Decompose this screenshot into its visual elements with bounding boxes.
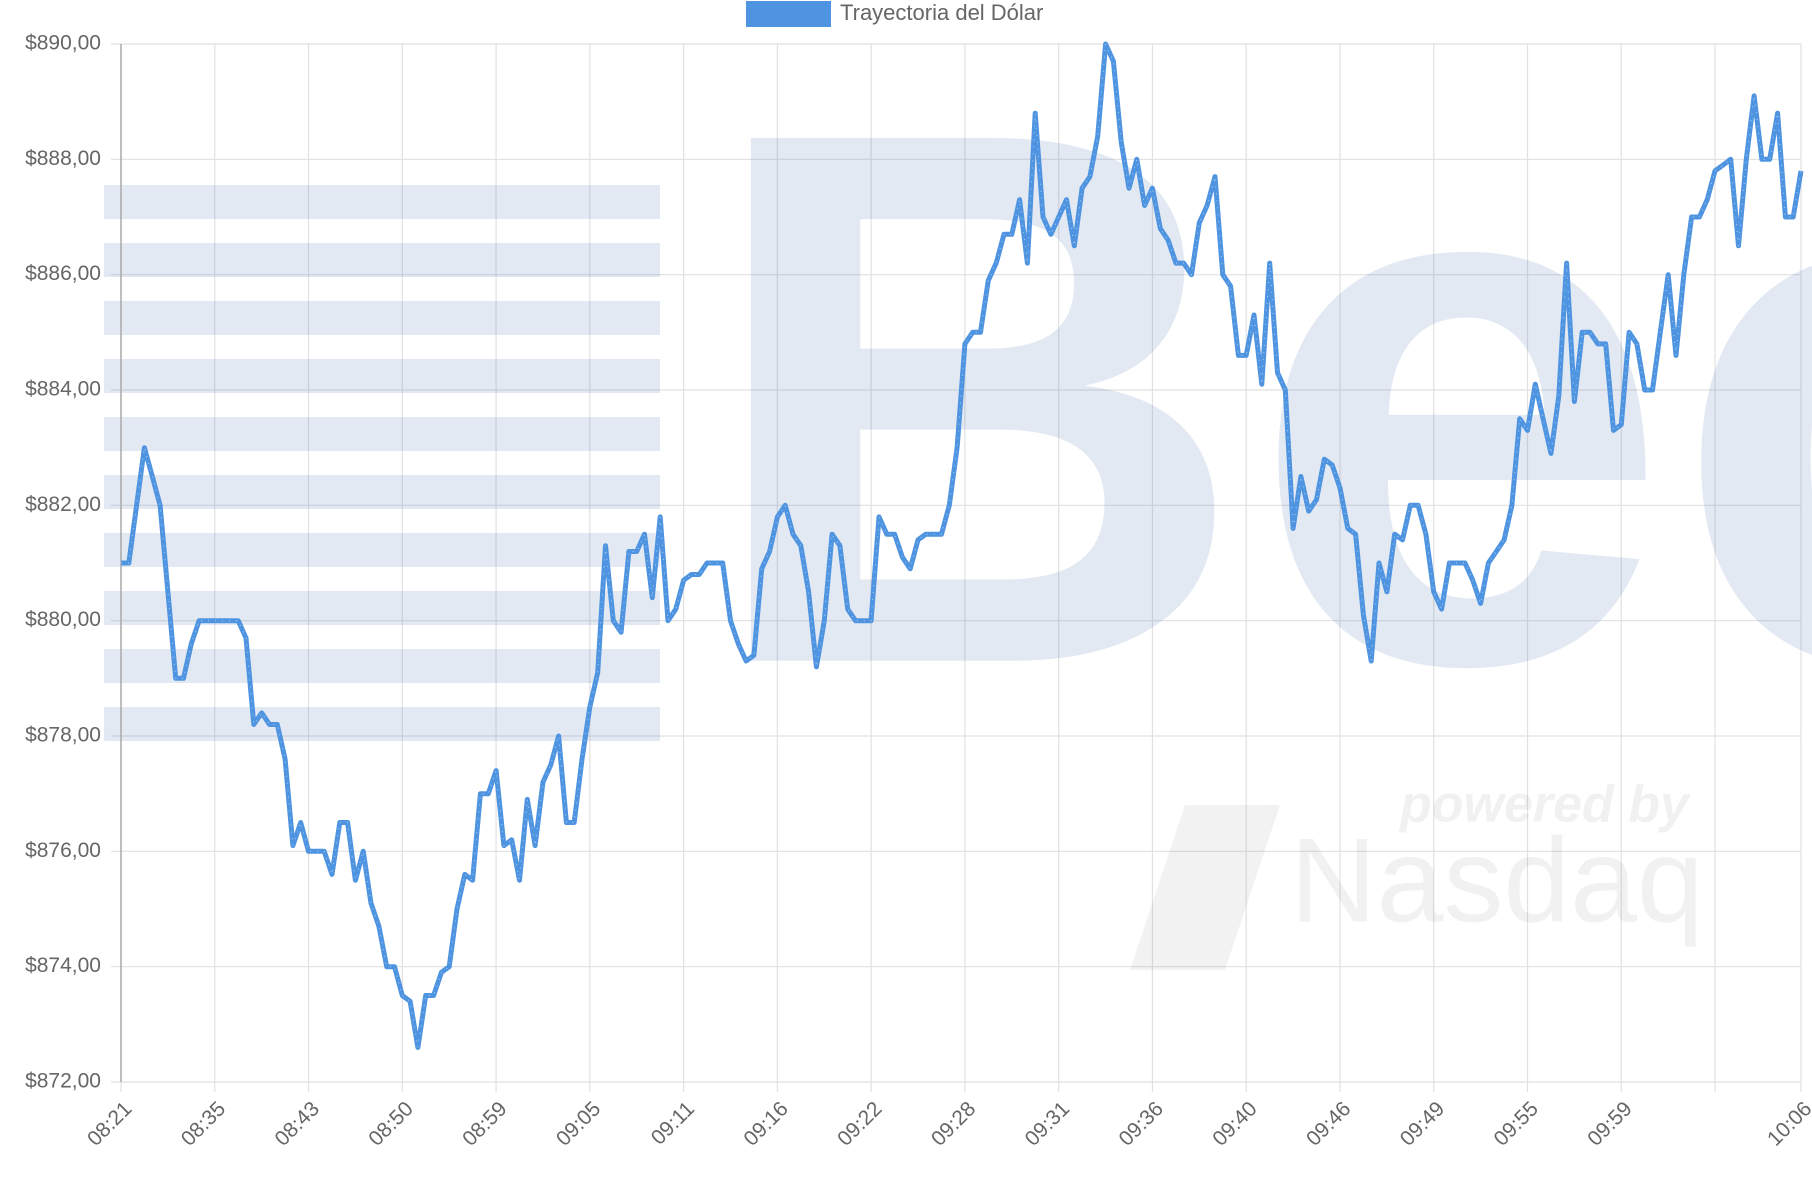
x-tick-label: 09:16 (739, 1097, 792, 1150)
y-tick-label: $888,00 (25, 147, 101, 170)
legend: Trayectoria del Dólar (746, 0, 1043, 27)
grid (111, 43, 1802, 1092)
watermark-brand: Nasdaq (1290, 814, 1704, 948)
legend-swatch (746, 1, 831, 27)
x-tick-label: 09:49 (1396, 1097, 1449, 1150)
nasdaq-watermark: powered by Nasdaq (1130, 776, 1704, 970)
y-tick-label: $890,00 (25, 32, 101, 55)
y-tick-label: $878,00 (25, 724, 101, 747)
y-tick-label: $872,00 (25, 1070, 101, 1093)
x-tick-label: 09:22 (833, 1097, 886, 1150)
x-tick-label: 09:31 (1021, 1097, 1074, 1150)
watermark-powered: powered by (1398, 776, 1692, 834)
legend-label: Trayectoria del Dólar (840, 0, 1043, 25)
watermark: Bec (104, 0, 1812, 823)
y-tick-label: $882,00 (25, 493, 101, 516)
x-tick-label: 10:06 (1763, 1097, 1812, 1150)
x-tick-label: 08:43 (271, 1097, 324, 1150)
y-tick-label: $884,00 (25, 378, 101, 401)
x-tick-label: 08:35 (177, 1097, 230, 1150)
x-tick-label: 09:11 (647, 1097, 699, 1149)
x-tick-label: 08:50 (364, 1097, 417, 1150)
watermark-logo: Bec (700, 0, 1812, 823)
x-tick-label: 09:28 (927, 1097, 980, 1150)
x-tick-label: 08:21 (83, 1097, 136, 1150)
y-tick-label: $880,00 (25, 608, 101, 631)
x-tick-label: 09:55 (1490, 1097, 1543, 1150)
y-tick-label: $876,00 (25, 839, 101, 862)
line-highlight (121, 42, 1802, 1048)
x-tick-label: 09:36 (1114, 1097, 1167, 1150)
y-tick-label: $874,00 (25, 954, 101, 977)
x-tick-label: 09:46 (1302, 1097, 1355, 1150)
y-tick-label: $886,00 (25, 262, 101, 285)
x-tick-label: 09:59 (1583, 1097, 1636, 1150)
x-tick-label: 09:05 (552, 1097, 605, 1150)
x-tick-label: 08:59 (458, 1097, 511, 1150)
x-tick-label: 09:40 (1208, 1097, 1261, 1150)
